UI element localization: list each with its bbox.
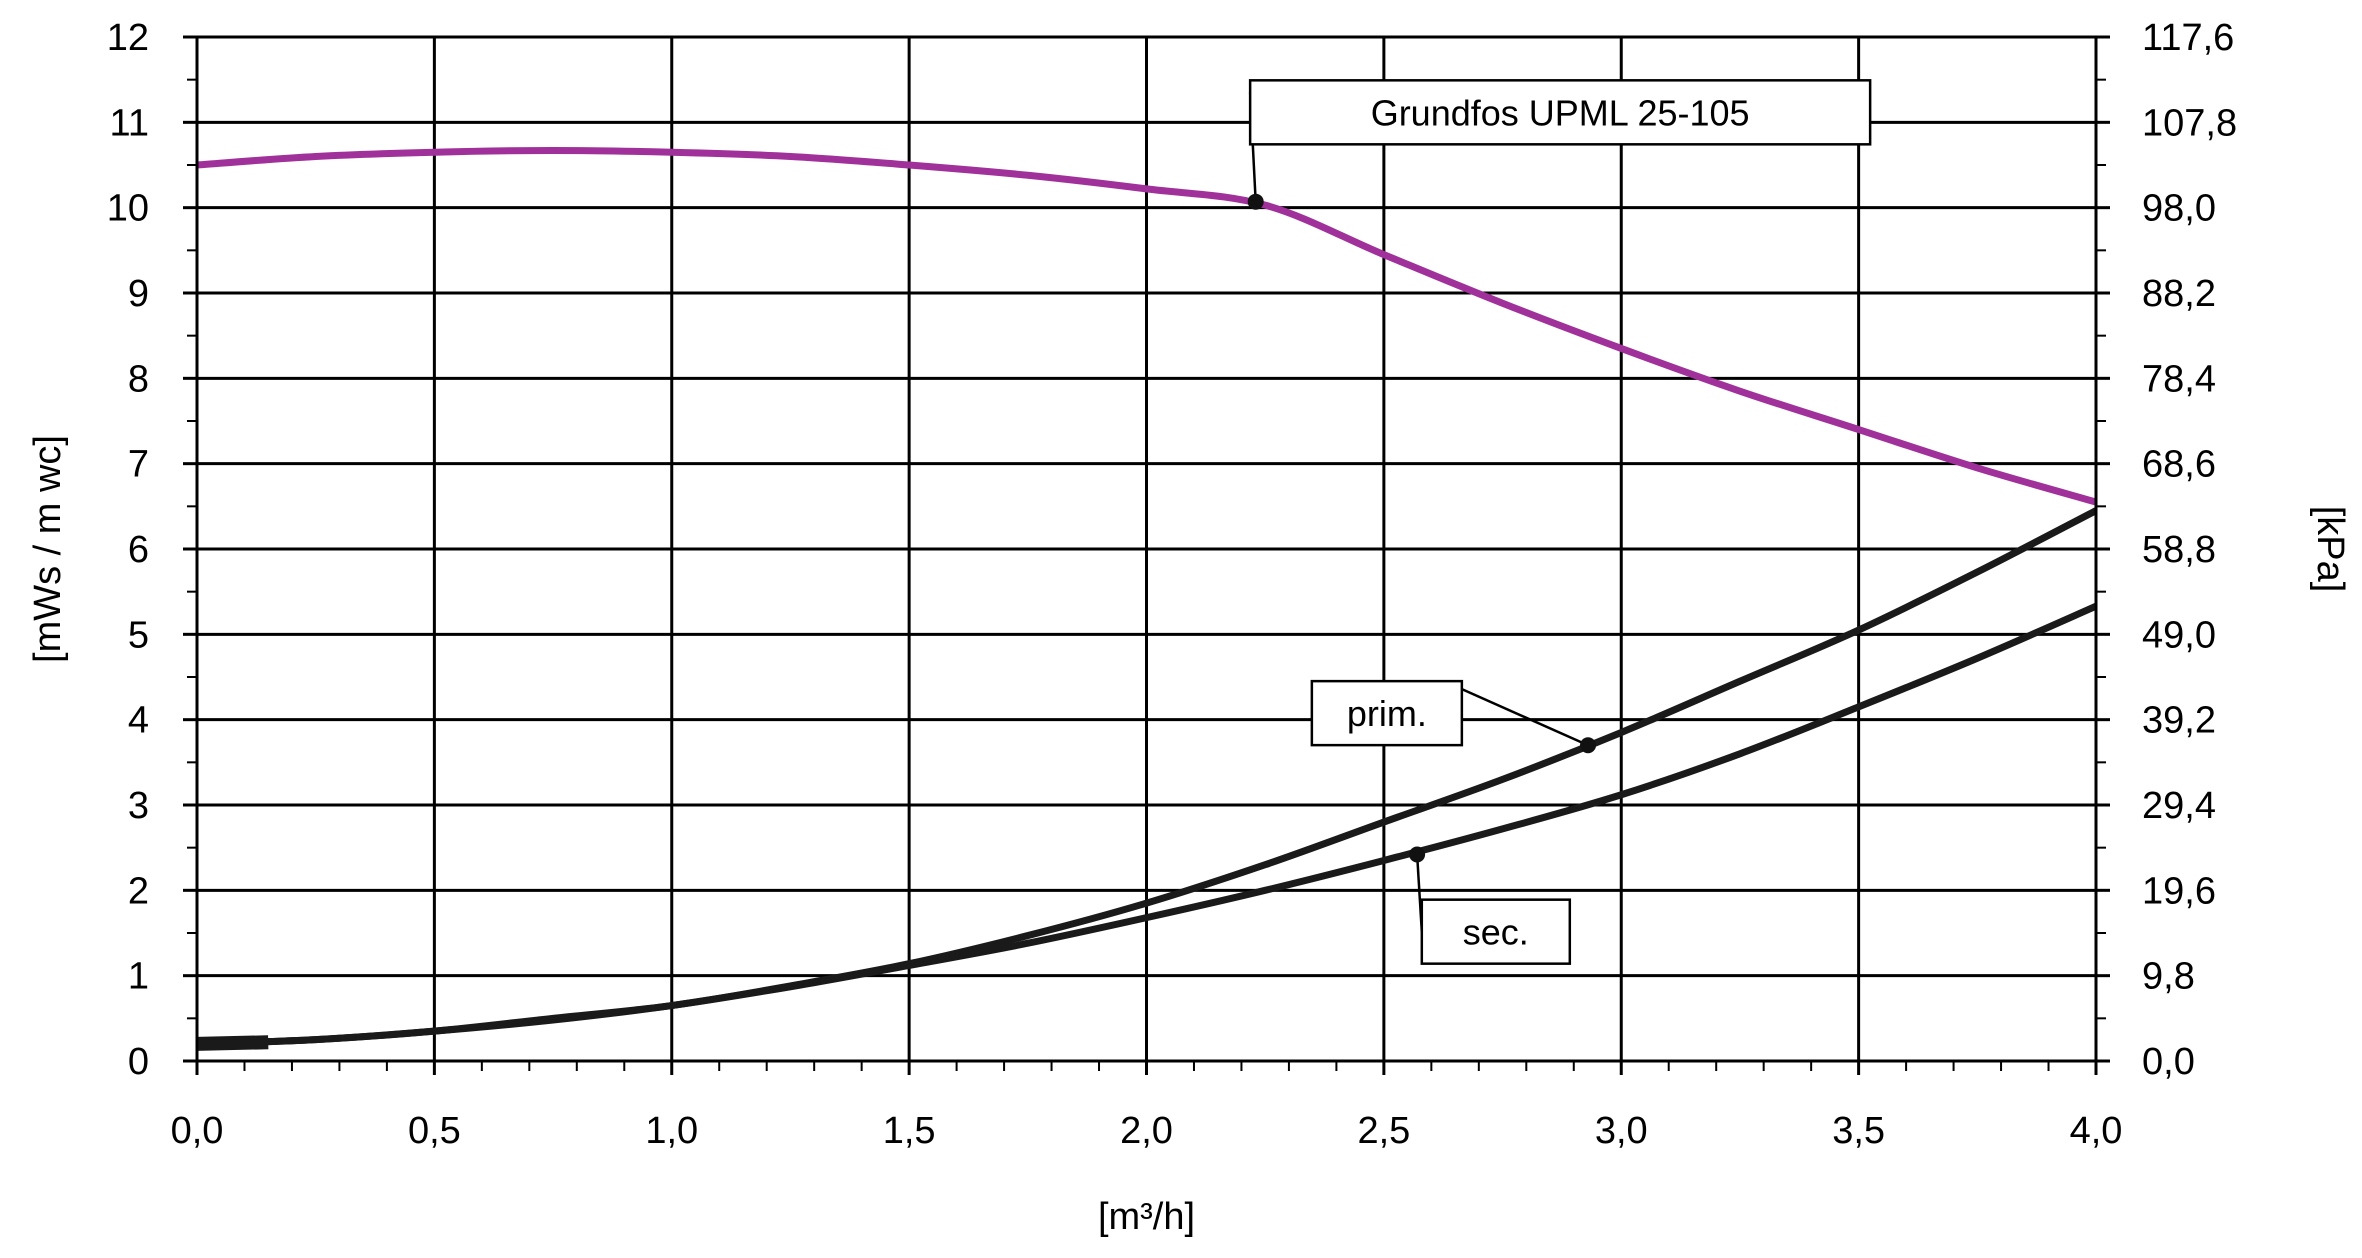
prim-callout-line [1461,687,1589,747]
x-tick-label: 0,0 [171,1110,224,1152]
x-tick-label: 3,0 [1595,1110,1648,1152]
y-tick-label: 4 [128,700,149,742]
x-axis-title: [m³/h] [1098,1196,1195,1238]
sec-label-box [1420,898,1572,965]
y2-tick-label: 0,0 [2142,1041,2195,1083]
y-tick-label: 12 [107,17,149,59]
y2-tick-label: 117,6 [2142,17,2234,59]
axis-ticks: 0,0 0,5 1,0 1,5 2,0 2,5 3,0 3,5 4,0 0 0,0 1 9,8 2 19,6… [107,17,2237,1152]
y-axis-title: [mWs / m wc] [27,435,69,663]
pump-label-text: Grundfos UPML 25-105 [1371,92,1750,133]
prim-label-box [1310,679,1464,747]
y2-axis-title: [kPa] [2309,506,2351,593]
y2-tick-label: 88,2 [2142,273,2216,315]
prim-label-text: prim. [1347,693,1427,734]
y2-tick-label: 68,6 [2142,444,2216,486]
y2-tick-label: 107,8 [2142,102,2237,144]
prim-marker-point [1580,737,1597,754]
x-tick-label: 4,0 [2070,1110,2123,1152]
y-tick-label: 3 [128,785,149,827]
x-tick-label: 1,0 [645,1110,698,1152]
sec-label-text: sec. [1463,912,1529,953]
x-tick-label: 2,0 [1120,1110,1173,1152]
y-tick-label: 1 [128,956,149,998]
curve-start-overlap [196,1035,269,1051]
y2-tick-label: 58,8 [2142,529,2216,571]
y-tick-label: 6 [128,529,149,571]
series-lines [196,146,2098,1051]
y2-tick-label: 39,2 [2142,700,2216,742]
y-tick-label: 8 [128,358,149,400]
annotations: Grundfos UPML 25-105 prim. sec. [1247,79,1872,965]
y-tick-label: 11 [110,102,149,144]
y-tick-label: 5 [128,614,149,656]
y2-tick-label: 49,0 [2142,614,2216,656]
y-tick-label: 7 [128,444,149,486]
plot-area-frame [195,35,2098,1063]
y2-tick-label: 19,6 [2142,870,2216,912]
x-tick-label: 3,5 [1832,1110,1885,1152]
y-tick-label: 2 [128,870,149,912]
y2-tick-label: 9,8 [2142,956,2195,998]
pump-marker-point [1247,193,1264,210]
y2-tick-label: 29,4 [2142,785,2216,827]
y-tick-label: 10 [107,188,149,230]
pump-label-box [1248,79,1872,146]
y-tick-label: 0 [128,1041,149,1083]
sec-curve [196,602,2098,1048]
y2-tick-label: 78,4 [2142,358,2216,400]
x-tick-label: 2,5 [1357,1110,1410,1152]
y-tick-label: 9 [128,273,149,315]
x-tick-label: 1,5 [883,1110,936,1152]
axis-labels: [m³/h] [mWs / m wc] [kPa] [27,435,2351,1238]
pump-curve [196,146,2097,506]
y2-tick-label: 98,0 [2142,188,2216,230]
x-tick-label: 0,5 [408,1110,461,1152]
sec-marker-point [1409,846,1426,863]
